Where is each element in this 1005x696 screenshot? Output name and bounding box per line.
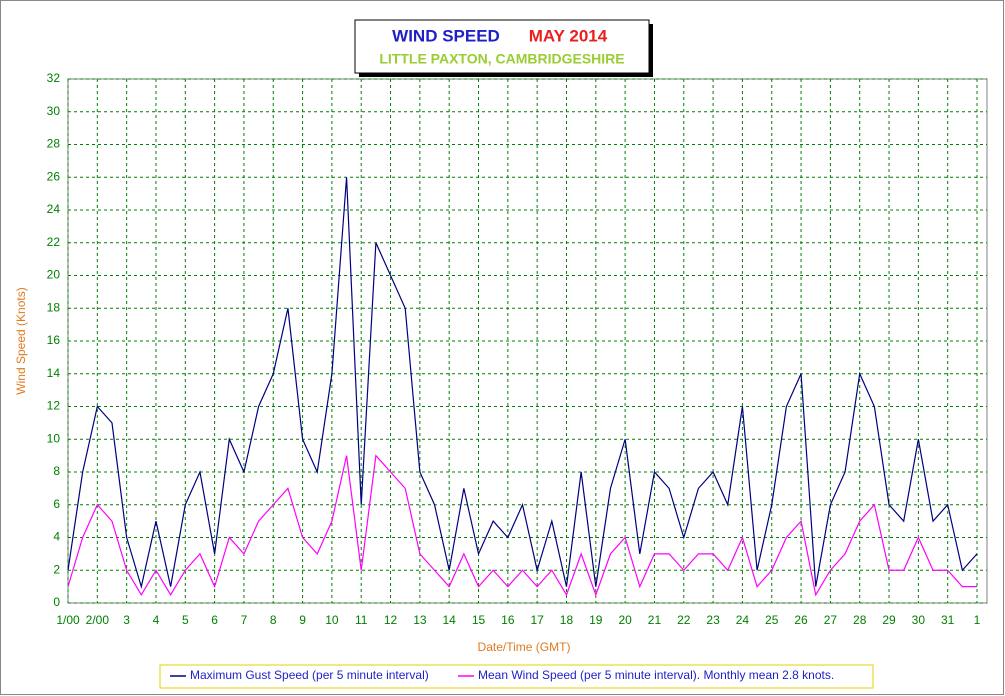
- y-tick-label: 16: [47, 333, 61, 347]
- x-tick-label: 21: [648, 613, 662, 627]
- plot-area: [67, 78, 988, 604]
- y-tick-label: 22: [47, 235, 61, 249]
- legend: [159, 664, 874, 689]
- x-tick-label: 27: [824, 613, 838, 627]
- x-tick-label: 8: [270, 613, 277, 627]
- y-tick-label: 28: [47, 137, 61, 151]
- y-tick-label: 32: [47, 71, 61, 85]
- x-tick-label: 17: [530, 613, 544, 627]
- x-tick-label: 19: [589, 613, 603, 627]
- y-tick-label: 26: [47, 169, 61, 183]
- y-axis-label: Wind Speed (Knots): [14, 287, 28, 394]
- x-tick-label: 9: [299, 613, 306, 627]
- x-tick-label: 10: [325, 613, 339, 627]
- series-line: [67, 177, 978, 590]
- x-tick-label: 13: [413, 613, 427, 627]
- legend-label: Maximum Gust Speed (per 5 minute interva…: [190, 668, 429, 682]
- y-tick-label: 8: [53, 464, 60, 478]
- x-tick-label: 26: [794, 613, 808, 627]
- y-tick-label: 18: [47, 300, 61, 314]
- x-tick-label: 15: [472, 613, 486, 627]
- x-tick-label: 30: [912, 613, 926, 627]
- x-tick-label: 7: [241, 613, 248, 627]
- x-tick-label: 1/00: [56, 613, 80, 627]
- x-tick-label: 2/00: [86, 613, 110, 627]
- chart-subtitle: LITTLE PAXTON, CAMBRIDGESHIRE: [379, 51, 624, 67]
- series-line: [67, 454, 977, 597]
- x-tick-label: 11: [355, 613, 368, 627]
- x-tick-label: 29: [882, 613, 896, 627]
- x-tick-label: 14: [443, 613, 457, 627]
- x-tick-label: 1: [974, 613, 981, 627]
- x-tick-label: 6: [211, 613, 218, 627]
- x-tick-label: 22: [677, 613, 691, 627]
- y-tick-label: 0: [53, 595, 60, 609]
- chart-title: WIND SPEED: [392, 26, 500, 45]
- y-tick-label: 2: [53, 562, 60, 576]
- y-tick-label: 14: [47, 366, 61, 380]
- x-tick-label: 24: [736, 613, 750, 627]
- y-tick-label: 6: [53, 497, 60, 511]
- y-tick-label: 12: [47, 399, 61, 413]
- y-tick-label: 4: [53, 530, 60, 544]
- legend-label: Mean Wind Speed (per 5 minute interval).…: [478, 668, 834, 682]
- x-tick-label: 16: [501, 613, 515, 627]
- x-tick-label: 28: [853, 613, 867, 627]
- title-box: [354, 19, 650, 74]
- x-axis-label: Date/Time (GMT): [478, 640, 571, 654]
- x-tick-label: 4: [153, 613, 160, 627]
- y-tick-label: 24: [47, 202, 61, 216]
- x-tick-label: 12: [384, 613, 398, 627]
- x-tick-label: 3: [123, 613, 130, 627]
- x-tick-label: 18: [560, 613, 574, 627]
- y-tick-label: 10: [47, 431, 61, 445]
- x-tick-label: 31: [941, 613, 955, 627]
- x-tick-label: 25: [765, 613, 779, 627]
- chart-title-period: MAY 2014: [529, 26, 608, 45]
- y-tick-label: 30: [47, 104, 61, 118]
- x-tick-label: 5: [182, 613, 189, 627]
- x-tick-label: 23: [706, 613, 720, 627]
- y-tick-label: 20: [47, 268, 61, 282]
- x-tick-label: 20: [618, 613, 632, 627]
